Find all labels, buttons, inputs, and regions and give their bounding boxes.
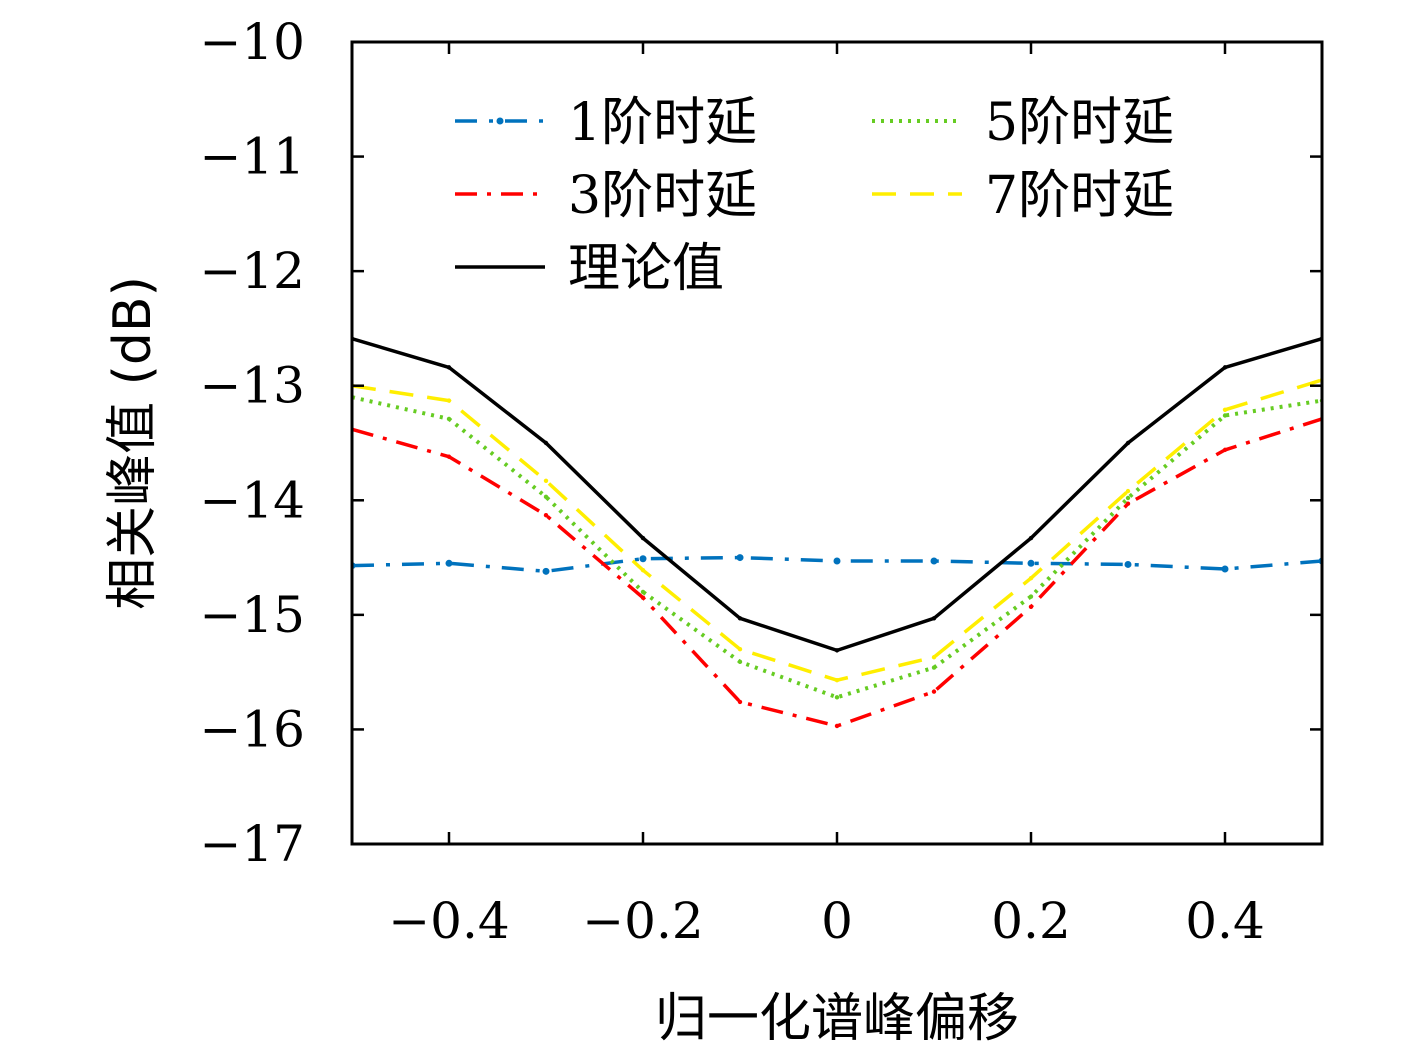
data-point bbox=[1125, 488, 1131, 494]
series-line-4 bbox=[352, 395, 1322, 700]
x-axis-title: 归一化谱峰偏移 bbox=[655, 989, 1019, 1049]
y-tick-label: −14 bbox=[199, 471, 305, 529]
data-point bbox=[931, 616, 937, 621]
data-point bbox=[737, 659, 743, 665]
y-tick-label: −12 bbox=[199, 242, 305, 300]
data-point bbox=[445, 559, 453, 567]
y-tick-labels: −10 −11 −12 −13 −14 −15 −16 −17 bbox=[199, 13, 305, 873]
x-tick-label: 0 bbox=[821, 892, 853, 950]
data-point bbox=[1028, 604, 1034, 610]
x-tick-label: −0.4 bbox=[388, 892, 509, 950]
data-point bbox=[1028, 575, 1034, 581]
data-point bbox=[737, 616, 743, 621]
data-point bbox=[1222, 413, 1228, 418]
data-point bbox=[640, 595, 646, 600]
data-point bbox=[833, 557, 841, 565]
data-point bbox=[931, 655, 937, 660]
data-point bbox=[834, 695, 840, 700]
data-point bbox=[543, 440, 549, 446]
x-tick-label: −0.2 bbox=[582, 892, 703, 950]
plot-area-frame bbox=[350, 40, 1324, 846]
y-tick-label: −11 bbox=[199, 128, 305, 186]
legend-label: 7阶时延 bbox=[985, 166, 1174, 226]
data-point bbox=[1222, 365, 1228, 370]
data-point bbox=[1222, 407, 1228, 412]
data-point bbox=[640, 535, 646, 541]
data-point bbox=[639, 555, 647, 563]
legend-label: 理论值 bbox=[568, 239, 724, 299]
data-point bbox=[446, 398, 452, 403]
legend-marker bbox=[496, 117, 504, 125]
data-point bbox=[834, 648, 840, 653]
data-point bbox=[542, 567, 550, 575]
data-point bbox=[1028, 594, 1034, 599]
data-point bbox=[543, 478, 549, 484]
data-point bbox=[930, 557, 938, 565]
data-point bbox=[1125, 501, 1131, 506]
data-point bbox=[737, 699, 743, 705]
x-tick-labels: −0.4 −0.2 0 0.2 0.4 bbox=[388, 892, 1264, 950]
data-point bbox=[834, 677, 840, 683]
data-point bbox=[1125, 440, 1131, 446]
data-point bbox=[1027, 559, 1035, 567]
data-point bbox=[1125, 495, 1131, 501]
y-tick-label: −15 bbox=[199, 586, 305, 644]
data-point bbox=[834, 723, 840, 729]
data-point bbox=[737, 647, 743, 652]
legend-label: 3阶时延 bbox=[568, 166, 757, 226]
data-point bbox=[931, 665, 937, 670]
x-tick-label: 0.2 bbox=[991, 892, 1071, 950]
y-axis-title: 相关峰值 (dB) bbox=[103, 276, 163, 610]
data-point bbox=[1124, 560, 1132, 568]
data-point bbox=[446, 416, 452, 422]
data-point bbox=[1221, 565, 1229, 573]
data-point bbox=[446, 454, 452, 459]
data-point bbox=[1028, 535, 1034, 541]
y-tick-label: −10 bbox=[199, 13, 305, 71]
data-point bbox=[640, 567, 646, 573]
y-tick-label: −16 bbox=[199, 700, 305, 758]
data-point bbox=[543, 512, 549, 518]
y-tick-label: −13 bbox=[199, 357, 305, 415]
data-point bbox=[446, 365, 452, 370]
data-point bbox=[736, 554, 744, 562]
legend-label: 5阶时延 bbox=[985, 93, 1174, 153]
y-tick-label: −17 bbox=[199, 815, 305, 873]
data-point bbox=[931, 689, 937, 694]
legend-label: 1阶时延 bbox=[568, 93, 757, 153]
x-tick-label: 0.4 bbox=[1185, 892, 1265, 950]
data-point bbox=[640, 589, 646, 595]
data-point bbox=[1222, 447, 1228, 453]
data-point bbox=[543, 494, 549, 500]
